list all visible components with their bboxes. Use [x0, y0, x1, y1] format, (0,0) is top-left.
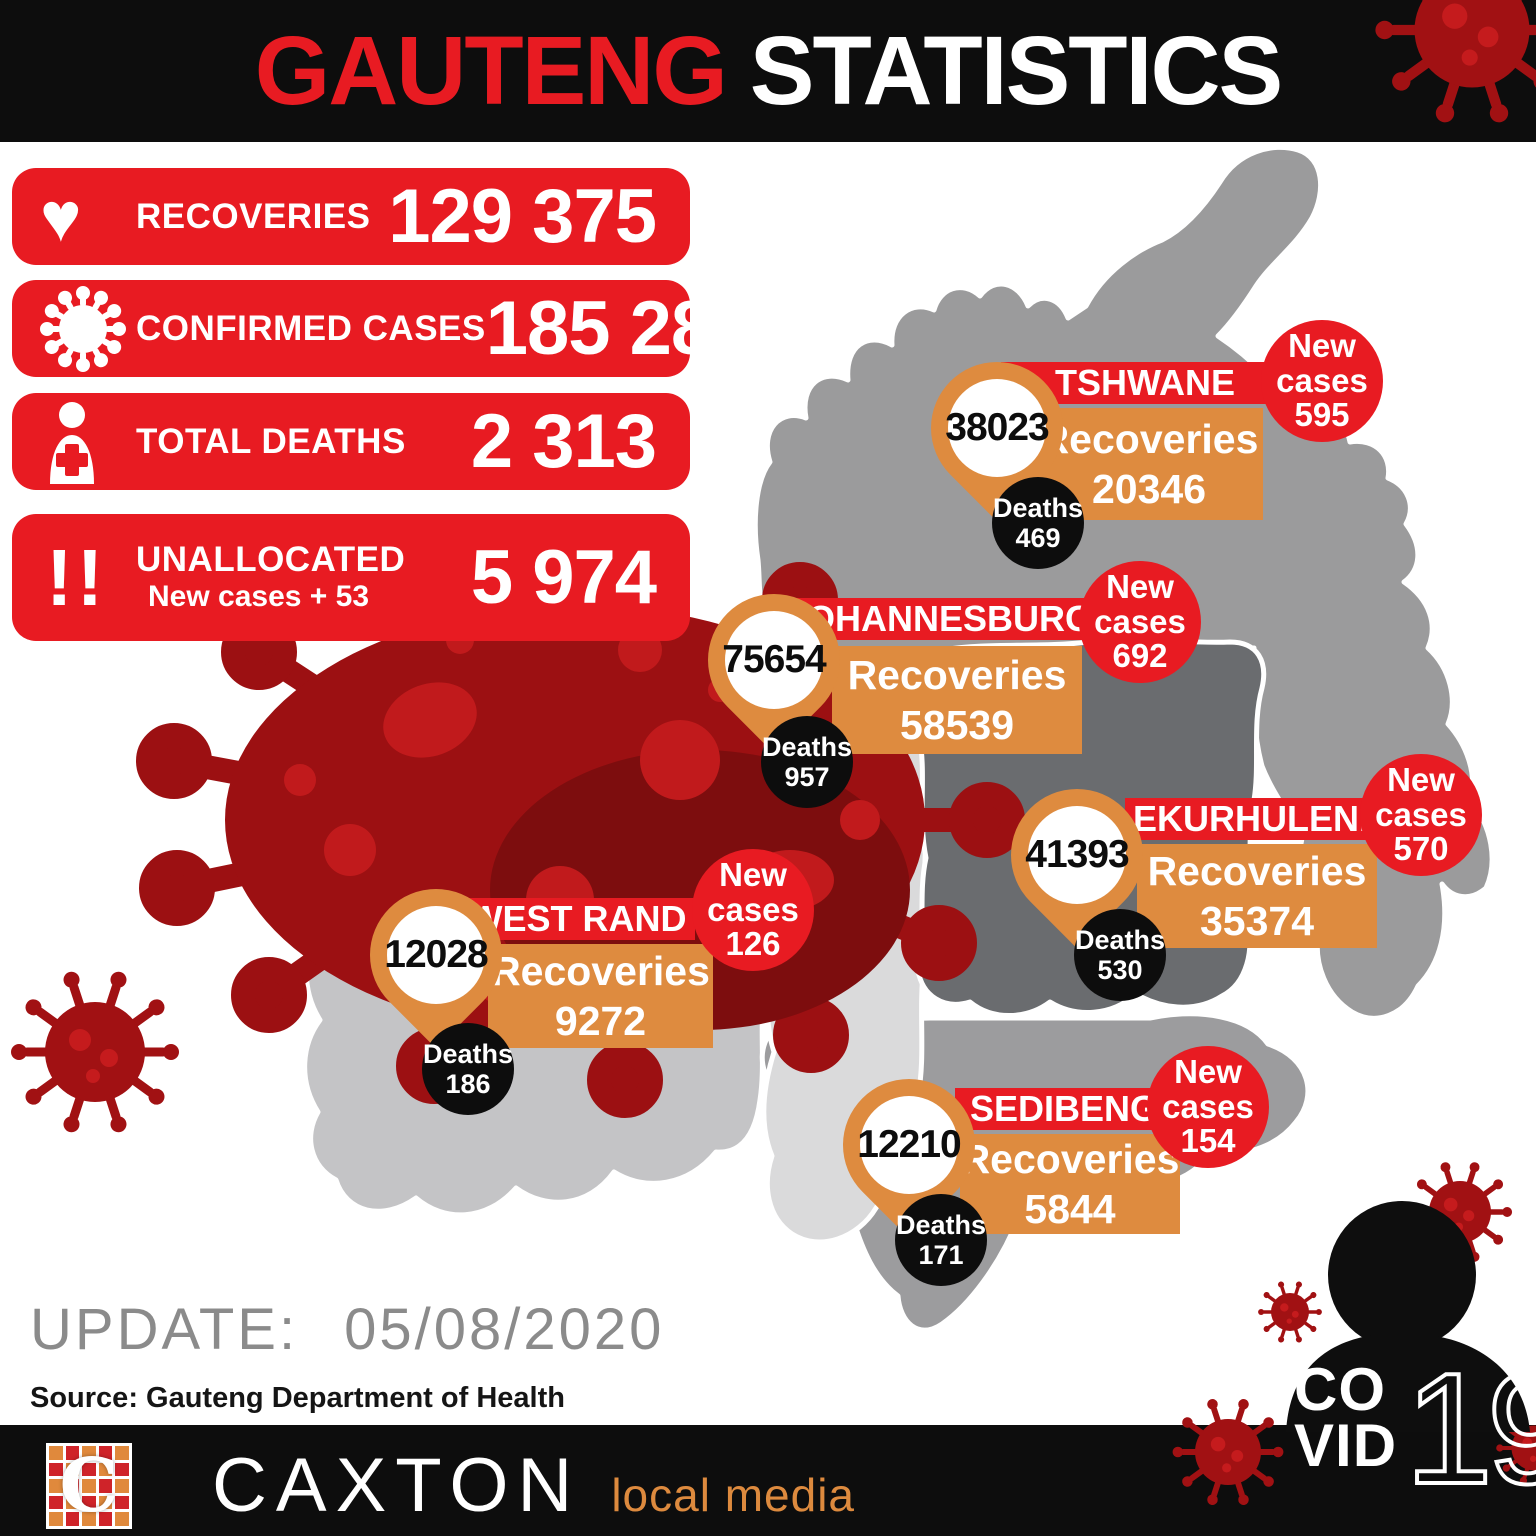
deaths-value: 530: [1097, 955, 1143, 985]
new-cases-badge: New cases 126: [692, 849, 814, 971]
stat-label: TOTAL DEATHS: [136, 421, 406, 461]
deaths-badge: Deaths 469: [992, 477, 1084, 569]
stat-sublabel: New cases + 53: [148, 580, 370, 614]
stat-value: 129 375: [388, 174, 657, 259]
new-cases-label: New cases: [1094, 567, 1186, 640]
covid-person-silhouette: [1286, 1201, 1530, 1432]
recoveries-label: Recoveries: [847, 651, 1067, 698]
recoveries-label: Recoveries: [491, 947, 710, 994]
new-cases-badge: New cases 692: [1079, 561, 1201, 683]
recoveries-label: Recoveries: [1147, 847, 1367, 894]
virus-icon: [40, 285, 136, 372]
page-title-gauteng: GAUTENG: [254, 16, 728, 125]
new-cases-value: 126: [725, 925, 781, 963]
new-cases-badge: New cases 154: [1147, 1046, 1269, 1168]
new-cases-label: New cases: [1375, 760, 1467, 833]
caxton-brand-text: CAXTON: [212, 1443, 582, 1528]
stat-label: RECOVERIES: [136, 196, 371, 236]
new-cases-badge: New cases 570: [1360, 754, 1482, 876]
caxton-tagline: local media: [611, 1469, 856, 1521]
deaths-label: Deaths: [992, 492, 1084, 523]
confirmed-value: 75654: [722, 611, 827, 709]
metro-name-bar: WEST RAND: [460, 898, 695, 940]
recoveries-box: Recoveries 5844: [960, 1134, 1180, 1234]
recoveries-label: Recoveries: [960, 1135, 1180, 1182]
stat-label: UNALLOCATED: [136, 540, 406, 580]
recoveries-value: 5844: [1024, 1186, 1116, 1232]
new-cases-badge: New cases 595: [1261, 320, 1383, 442]
new-cases-label: New cases: [1162, 1052, 1254, 1125]
stat-bar-unallocated: !! UNALLOCATED New cases + 53 5 974: [12, 514, 690, 641]
deaths-label: Deaths: [895, 1209, 987, 1240]
new-cases-label: New cases: [707, 855, 799, 928]
deaths-badge: Deaths 186: [422, 1023, 514, 1115]
new-cases-value: 570: [1393, 830, 1449, 868]
recoveries-label: Recoveries: [1039, 415, 1259, 462]
new-cases-value: 154: [1180, 1122, 1236, 1160]
header-bar: [0, 0, 1536, 142]
confirmed-value: 38023: [945, 379, 1050, 477]
deaths-label: Deaths: [422, 1038, 514, 1069]
update-line: UPDATE: 05/08/2020: [30, 1296, 664, 1363]
recoveries-value: 20346: [1091, 466, 1206, 512]
metro-name-bar: SEDIBENG: [955, 1088, 1173, 1130]
small-virus-left: [11, 970, 179, 1135]
recoveries-value: 9272: [554, 998, 647, 1044]
new-cases-label: New cases: [1276, 326, 1368, 399]
covid-virus-small: [1258, 1281, 1322, 1344]
recoveries-value: 58539: [899, 702, 1014, 748]
deaths-badge: Deaths 957: [761, 716, 853, 808]
update-date: 05/08/2020: [344, 1297, 665, 1362]
deaths-value: 186: [445, 1069, 491, 1099]
deaths-badge: Deaths 171: [895, 1194, 987, 1286]
heart-icon: ♥: [40, 177, 82, 256]
stat-bar-confirmed-cases: CONFIRMED CASES 185 282: [12, 280, 754, 377]
person-cross-icon: [40, 400, 136, 484]
stat-label: CONFIRMED CASES: [136, 308, 486, 348]
stat-value: 5 974: [470, 535, 657, 620]
update-label: UPDATE:: [30, 1297, 299, 1362]
deaths-value: 957: [784, 762, 830, 792]
deaths-label: Deaths: [1074, 924, 1166, 955]
covid-logo-19: 19: [1403, 1341, 1536, 1517]
recoveries-box: Recoveries 58539: [832, 646, 1082, 754]
recoveries-box: Recoveries 35374: [1137, 844, 1377, 948]
confirmed-value: 41393: [1025, 806, 1130, 904]
recoveries-value: 35374: [1199, 898, 1314, 944]
new-cases-value: 692: [1112, 637, 1168, 675]
stat-value: 185 282: [485, 286, 755, 371]
recoveries-box: Recoveries 9272: [488, 944, 713, 1048]
stat-value: 2 313: [470, 399, 657, 484]
new-cases-value: 595: [1294, 396, 1350, 434]
footer-virus: [1173, 1398, 1284, 1507]
confirmed-value: 12210: [857, 1096, 962, 1194]
page-title: GAUTENG STATISTICS: [0, 0, 1536, 142]
stat-bar-recoveries: ♥ RECOVERIES 129 375: [12, 168, 690, 265]
source-line: Source: Gauteng Department of Health: [30, 1382, 565, 1414]
confirmed-value: 12028: [384, 906, 489, 1004]
stat-bar-total-deaths: TOTAL DEATHS 2 313: [12, 393, 690, 490]
deaths-value: 171: [918, 1240, 964, 1270]
double-exclamation-icon: !!: [46, 532, 108, 622]
page-title-statistics: STATISTICS: [749, 16, 1283, 125]
caxton-logo-icon: C: [46, 1443, 132, 1529]
footer-bar: [0, 1425, 1536, 1536]
covid-logo-vid: VID: [1294, 1412, 1398, 1479]
metro-name-bar: EKURHULENI: [1125, 798, 1377, 840]
metro-name-bar: JOHANNESBURG: [786, 598, 1094, 640]
deaths-value: 469: [1015, 523, 1061, 553]
deaths-badge: Deaths 530: [1074, 909, 1166, 1001]
covid-logo-co: CO: [1294, 1356, 1386, 1423]
caxton-logo-letter: C: [59, 1443, 119, 1529]
deaths-label: Deaths: [761, 731, 853, 762]
